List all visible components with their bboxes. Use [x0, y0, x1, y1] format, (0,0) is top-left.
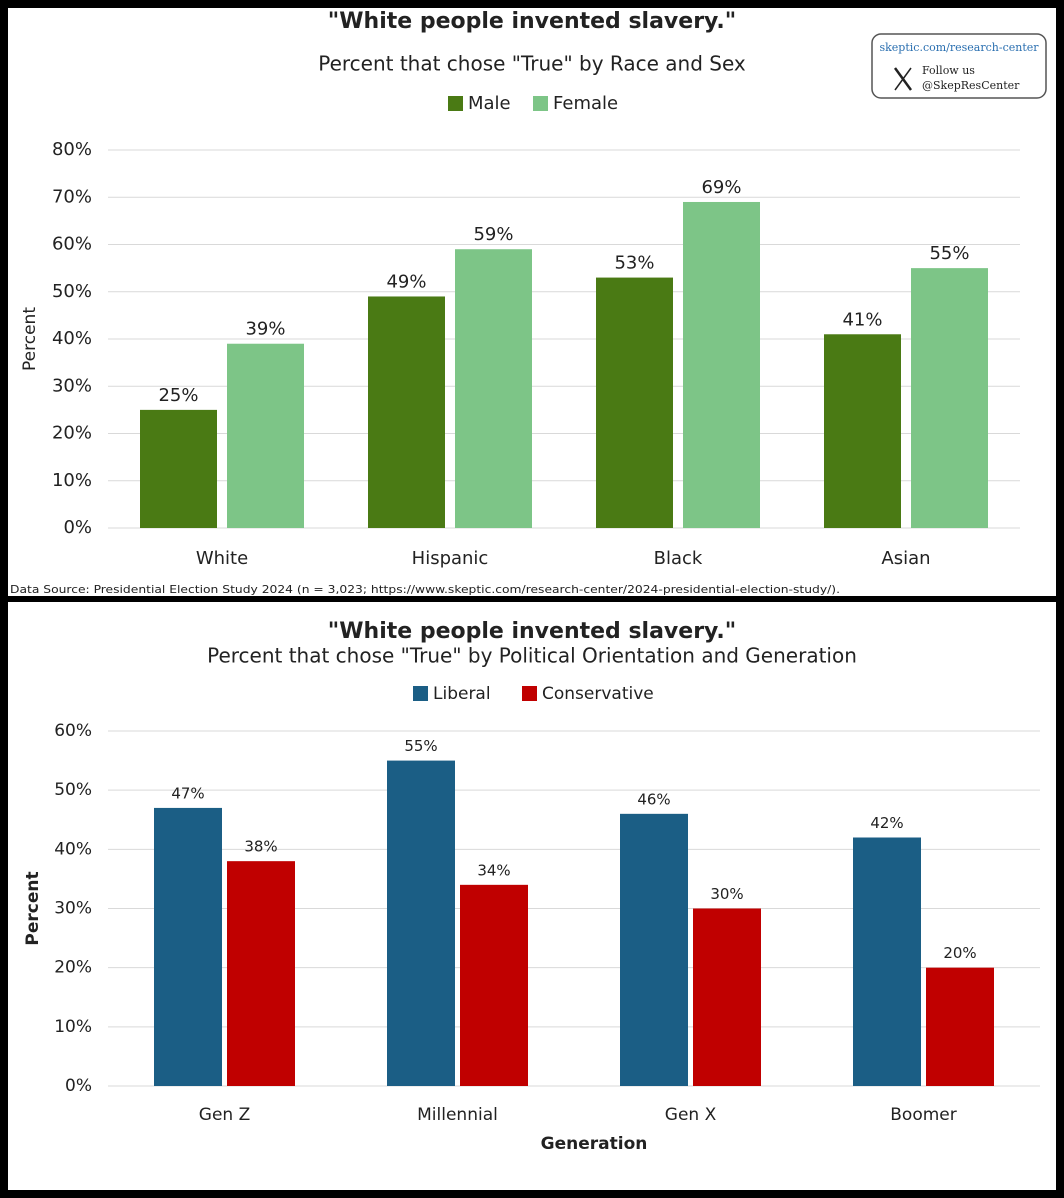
value-label: 42%: [870, 814, 903, 832]
value-label: 41%: [842, 309, 882, 330]
legend-swatch: [448, 96, 463, 111]
x-axis-label: Generation: [541, 1134, 648, 1154]
logo-box: [871, 33, 1047, 99]
value-label: 53%: [614, 253, 654, 274]
bar: [368, 296, 445, 528]
x-icon: [894, 67, 912, 91]
y-tick-label: 40%: [52, 328, 92, 349]
value-label: 39%: [245, 319, 285, 340]
bar: [596, 277, 673, 528]
value-label: 55%: [404, 737, 437, 755]
y-tick-label: 70%: [52, 186, 92, 207]
y-tick-label: 30%: [54, 899, 92, 919]
chart-subtitle: Percent that chose "True" by Race and Se…: [318, 52, 746, 76]
x-tick-label: Millennial: [417, 1105, 498, 1125]
value-label: 69%: [701, 177, 741, 198]
bar: [455, 249, 532, 528]
y-tick-label: 20%: [52, 423, 92, 444]
logo-follow: Follow us: [922, 64, 975, 77]
y-tick-label: 40%: [54, 839, 92, 859]
x-tick-label: Hispanic: [412, 548, 489, 569]
legend-swatch: [413, 686, 428, 701]
value-label: 55%: [929, 243, 969, 264]
y-tick-label: 0%: [65, 1076, 92, 1096]
bar: [693, 908, 761, 1086]
y-tick-label: 80%: [52, 139, 92, 160]
y-tick-label: 60%: [52, 234, 92, 255]
legend-swatch: [533, 96, 548, 111]
y-axis-label: Percent: [23, 871, 43, 945]
y-tick-label: 0%: [63, 517, 92, 538]
x-tick-label: Gen Z: [199, 1105, 250, 1125]
bar: [387, 760, 455, 1086]
value-label: 47%: [171, 784, 204, 802]
bar: [227, 343, 304, 528]
y-tick-label: 10%: [52, 470, 92, 491]
legend-label: Liberal: [433, 684, 491, 704]
y-tick-label: 30%: [52, 375, 92, 396]
x-tick-label: Black: [654, 548, 703, 569]
y-tick-label: 60%: [54, 721, 92, 741]
y-tick-label: 20%: [54, 958, 92, 978]
value-label: 34%: [477, 861, 510, 879]
bar: [911, 268, 988, 528]
chart-subtitle: Percent that chose "True" by Political O…: [207, 644, 857, 668]
value-label: 20%: [943, 944, 976, 962]
bar: [227, 861, 295, 1086]
legend-label: Female: [553, 93, 618, 114]
x-tick-label: Gen X: [665, 1105, 717, 1125]
source-note: Data Source: Presidential Election Study…: [10, 583, 840, 596]
logo-handle: @SkepResCenter: [922, 79, 1020, 92]
x-tick-label: Asian: [881, 548, 930, 569]
logo: skeptic.com/research-center Follow us @S…: [871, 33, 1047, 99]
value-label: 38%: [244, 838, 277, 856]
bar: [460, 884, 528, 1086]
y-axis-label: Percent: [20, 307, 40, 371]
bar: [853, 837, 921, 1086]
value-label: 49%: [386, 271, 426, 292]
logo-url: skeptic.com/research-center: [879, 41, 1039, 54]
chart-title: "White people invented slavery.": [328, 619, 736, 644]
value-label: 30%: [710, 885, 743, 903]
legend-swatch: [522, 686, 537, 701]
bar: [683, 201, 760, 528]
y-tick-label: 50%: [54, 780, 92, 800]
y-tick-label: 50%: [52, 281, 92, 302]
y-tick-label: 10%: [54, 1017, 92, 1037]
value-label: 46%: [637, 790, 670, 808]
legend-label: Conservative: [542, 684, 654, 704]
bar: [620, 813, 688, 1086]
value-label: 59%: [473, 224, 513, 245]
bar: [926, 967, 994, 1086]
bar: [140, 409, 217, 528]
legend-label: Male: [468, 93, 511, 114]
bar: [824, 334, 901, 528]
value-label: 25%: [158, 385, 198, 406]
chart-title: "White people invented slavery.": [328, 9, 736, 34]
x-tick-label: Boomer: [890, 1105, 956, 1125]
x-tick-label: White: [196, 548, 248, 569]
bar: [154, 807, 222, 1086]
